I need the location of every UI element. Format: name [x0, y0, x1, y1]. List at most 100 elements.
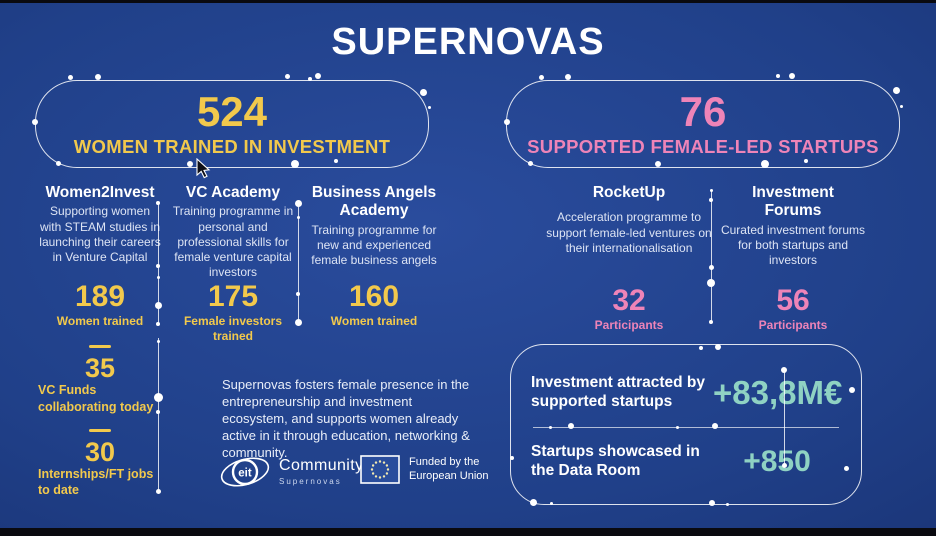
constellation-dot — [419, 88, 427, 96]
divider-line — [711, 190, 712, 322]
constellation-dot — [715, 344, 721, 350]
constellation-dot — [67, 74, 73, 80]
result-row: Investment attracted by supported startu… — [531, 360, 843, 426]
eit-supernovas-label: Supernovas — [279, 477, 342, 486]
constellation-dot — [156, 264, 160, 268]
eit-community-label: Community — [279, 457, 364, 474]
svg-text:eit: eit — [238, 468, 252, 480]
program-name: Women2Invest — [45, 184, 155, 201]
program-name: Investment Forums — [752, 184, 834, 220]
constellation-dot — [655, 161, 661, 167]
constellation-dot — [156, 322, 160, 326]
constellation-dot — [153, 392, 163, 402]
constellation-dot — [789, 73, 795, 79]
constellation-dot — [155, 488, 161, 494]
constellation-dot — [707, 279, 715, 287]
constellation-dot — [776, 74, 780, 78]
constellation-dot — [709, 320, 713, 324]
constellation-dot — [95, 74, 101, 80]
letterbox-bar-top — [0, 0, 936, 3]
constellation-dot — [156, 201, 160, 205]
results-box: Investment attracted by supported startu… — [510, 344, 862, 505]
constellation-dot — [156, 339, 160, 343]
constellation-dot — [296, 292, 300, 296]
startups-total: 76 — [679, 87, 727, 135]
constellation-dot — [781, 462, 787, 468]
program-rocketup: RocketUp Acceleration programme to suppo… — [545, 184, 713, 344]
program-value: 160 — [348, 280, 400, 313]
program-description: Curated investment forums for both start… — [720, 222, 866, 268]
divider-line — [298, 203, 299, 322]
constellation-dot — [699, 346, 703, 350]
constellation-dot — [568, 423, 574, 429]
constellation-dot — [291, 160, 299, 168]
constellation-dot — [504, 119, 510, 125]
constellation-dot — [55, 160, 61, 166]
women-trained-label: WOMEN TRAINED IN INVESTMENT — [73, 135, 391, 157]
program-value: 32 — [612, 284, 646, 317]
page-title: SUPERNOVAS — [331, 21, 605, 63]
divider-dash — [89, 345, 111, 348]
program-name: VC Academy — [185, 184, 281, 201]
divider-dash — [89, 428, 111, 432]
constellation-dot — [709, 500, 715, 506]
constellation-dot — [709, 188, 713, 192]
constellation-dot — [712, 423, 718, 429]
eit-community-logo: eit Community Supernovas — [219, 451, 364, 493]
eu-funding-logo: Funded by the European Union — [360, 455, 489, 484]
eit-orbit-icon: eit — [220, 457, 270, 487]
startups-banner: 76 SUPPORTED FEMALE-LED STARTUPS — [506, 80, 900, 168]
stat-label: VC Funds collaborating today — [38, 383, 154, 414]
constellation-dot — [510, 456, 514, 460]
divider-line — [533, 427, 839, 428]
program-investment-forums: Investment Forums Curated investment for… — [716, 184, 870, 344]
constellation-dot — [308, 77, 312, 81]
stat-value: 30 — [84, 436, 116, 467]
program-value: 189 — [74, 280, 126, 313]
program-value: 175 — [207, 280, 259, 313]
constellation-dot — [32, 119, 38, 125]
constellation-dot — [529, 498, 537, 506]
women-trained-total: 524 — [196, 87, 268, 135]
constellation-dot — [538, 74, 544, 80]
startups-label: SUPPORTED FEMALE-LED STARTUPS — [527, 135, 879, 157]
constellation-dot — [296, 215, 300, 219]
program-value-label: Participants — [594, 318, 664, 332]
mission-text: Supernovas fosters female presence in th… — [222, 377, 470, 460]
constellation-dot — [725, 502, 729, 506]
mouse-cursor — [196, 158, 211, 179]
constellation-dot — [156, 410, 160, 414]
constellation-dot — [781, 367, 787, 373]
divider-line — [784, 370, 785, 466]
result-row: Startups showcased in the Data Room +850 — [531, 429, 841, 495]
constellation-dot — [849, 387, 855, 393]
constellation-dot — [549, 501, 553, 505]
constellation-dot — [294, 199, 302, 207]
program-value-label: Women trained — [330, 314, 418, 328]
constellation-dot — [334, 159, 338, 163]
constellation-dot — [154, 301, 162, 309]
constellation-dot — [709, 198, 713, 202]
constellation-dot — [284, 73, 290, 79]
program-value: 56 — [776, 284, 810, 317]
program-description: Acceleration programme to support female… — [546, 210, 712, 255]
divider-line — [158, 338, 159, 492]
eu-funding-text: Funded by the European Union — [409, 455, 489, 482]
result-label: Investment attracted by supported startu… — [531, 374, 705, 410]
program-description: Training programme in personal and profe… — [172, 204, 294, 280]
result-value: +83,8M€ — [713, 374, 843, 411]
constellation-dot — [565, 74, 571, 80]
program-value-label: Women trained — [56, 314, 144, 328]
women-trained-banner: 524 WOMEN TRAINED IN INVESTMENT — [35, 80, 429, 168]
constellation-dot — [427, 105, 431, 109]
constellation-dot — [156, 275, 160, 279]
constellation-dot — [761, 160, 769, 168]
constellation-dot — [527, 160, 533, 166]
constellation-dot — [187, 161, 193, 167]
program-vc-academy: VC Academy Training programme in persona… — [170, 184, 296, 349]
constellation-dot — [804, 159, 808, 163]
eu-flag-icon — [360, 455, 400, 484]
result-value: +850 — [743, 445, 811, 478]
letterbox-bar-bottom — [0, 528, 936, 536]
